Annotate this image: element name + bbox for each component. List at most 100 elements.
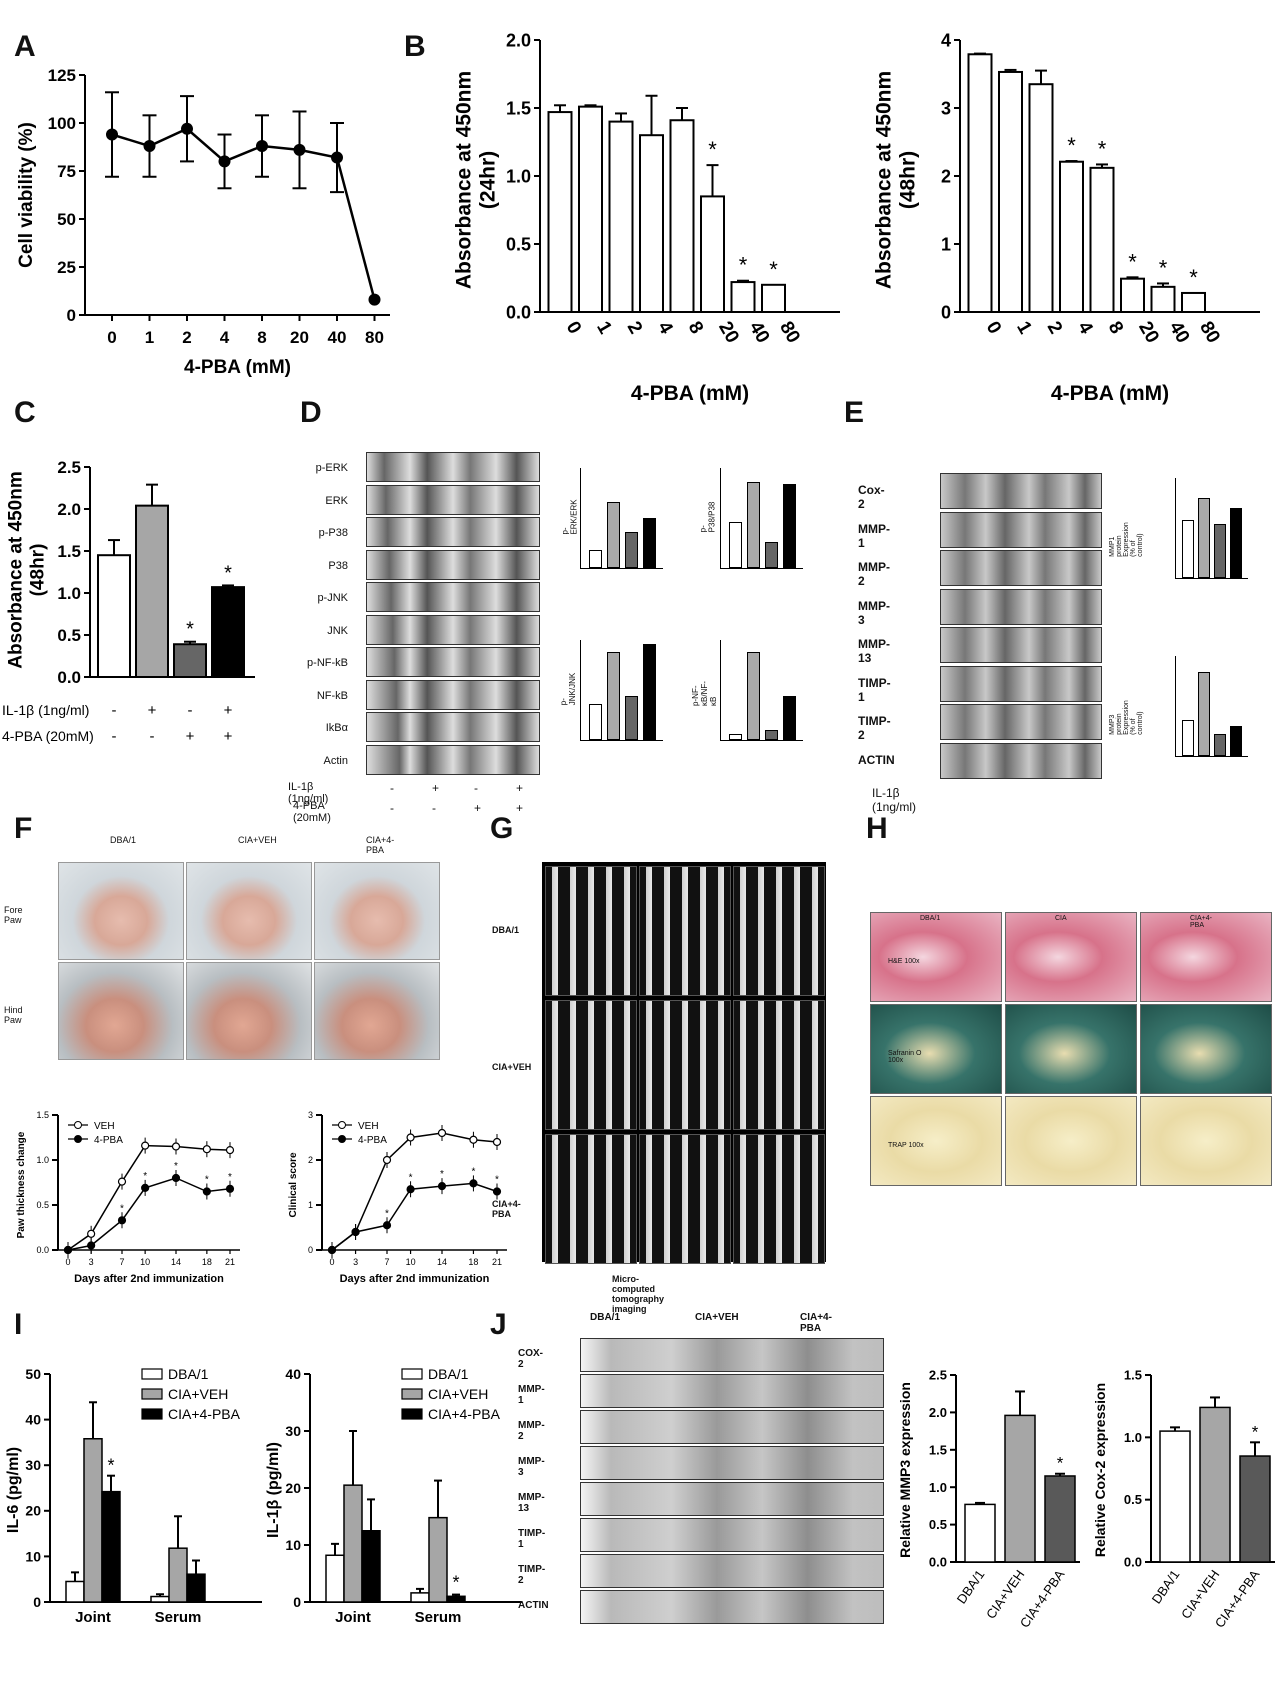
x-tick-label: 1	[1012, 318, 1036, 338]
blot-row-label: NF-kB	[316, 689, 348, 702]
bar	[765, 542, 778, 568]
y-tick-label: 2.5	[929, 1368, 947, 1383]
x-tick-label: 80	[1195, 318, 1224, 347]
legend-label: DBA/1	[428, 1366, 469, 1382]
x-tick-label: 4	[220, 328, 230, 347]
x-tick-label: Serum	[415, 1609, 462, 1626]
blot-row-label: IkBα	[325, 722, 348, 734]
bar	[446, 1595, 466, 1603]
blot-row-label: TIMP-2	[858, 714, 891, 742]
data-point	[351, 1227, 360, 1237]
bar	[643, 644, 656, 740]
chart-absorbance-treat: 0.0 0.5 1.0 1.5 2.0 2.5 * * IL-1β (1ng/ml) - + - +4-…	[2, 458, 255, 745]
micro-ct-image	[545, 1000, 637, 1130]
blot-lane-strip	[940, 742, 1102, 779]
bar	[1159, 1430, 1191, 1563]
treatment-label: IL-1β (1ng/ml)	[872, 786, 917, 814]
bar	[410, 1592, 430, 1603]
data-point	[225, 1145, 235, 1155]
mini-chart	[720, 640, 803, 741]
chart-mmp3-expression: 0.00.51.01.52.02.5DBA/1CIA+VEH*CIA+4-PBA…	[897, 1368, 1080, 1630]
y-tick-label: 1.5	[1124, 1368, 1142, 1383]
blot-row-label: Cox-2	[858, 483, 885, 511]
panel-letter-j: J	[490, 1308, 507, 1341]
bar	[65, 1580, 85, 1603]
significance-star: *	[1128, 249, 1137, 274]
x-tick-label: CIA+VEH	[983, 1567, 1027, 1621]
chart-cell-viability: 0 25 50 75 100 125 0 1 2 4 8 20 40 80 4-PBA (mM) Cell v…	[16, 66, 390, 378]
significance-star: *	[1159, 255, 1168, 280]
panel-letter-d: D	[300, 396, 322, 429]
x-tick-label: 0	[329, 1257, 334, 1267]
x-tick-label: 4	[1073, 318, 1097, 338]
bar	[83, 1438, 103, 1603]
x-tick-label: 20	[714, 318, 743, 347]
bar	[97, 554, 131, 678]
y-tick-label: 4	[941, 30, 951, 50]
paw-photo	[186, 862, 312, 960]
data-point	[256, 140, 268, 153]
y-tick-label: 0	[941, 302, 951, 322]
x-tick-label: 0	[65, 1257, 70, 1267]
data-point	[87, 1229, 96, 1238]
significance-star: *	[1057, 1454, 1064, 1473]
x-tick-label: Serum	[155, 1609, 202, 1626]
data-point	[469, 1179, 478, 1188]
mini-chart	[580, 468, 663, 569]
blot-lane-strip	[366, 517, 540, 547]
blot-lane-strip	[366, 614, 540, 645]
micro-ct-image	[545, 866, 637, 996]
x-tick-label: 14	[437, 1257, 447, 1267]
bar	[1198, 672, 1210, 756]
y-tick-label: 2.0	[57, 500, 81, 519]
ct-caption: Micro-computed tomography imaging	[612, 1274, 665, 1314]
y-tick-label: 125	[48, 66, 76, 85]
data-point	[63, 1245, 73, 1255]
histology-column-label: DBA/1	[920, 915, 941, 922]
bar	[1198, 498, 1210, 578]
bar	[211, 586, 245, 678]
bar	[1028, 83, 1054, 313]
data-point	[331, 151, 343, 164]
treatment-sign: -	[112, 728, 117, 745]
treatment-sign: -	[474, 781, 478, 795]
panel-letter-c: C	[14, 396, 36, 429]
bar	[608, 120, 634, 313]
y-tick-label: 75	[57, 162, 76, 181]
photo-row-label: Fore Paw	[4, 905, 23, 925]
y-tick-label: 1	[941, 234, 951, 254]
panel-letter-e: E	[844, 396, 865, 429]
blot-row-label: TIMP-1	[858, 675, 891, 704]
mini-chart-label: p-P38/P38	[698, 501, 717, 533]
histology-image	[1140, 912, 1272, 1002]
x-axis-label: Days after 2nd immunization	[74, 1273, 224, 1285]
significance-star: *	[440, 1169, 444, 1180]
blot-lane-strip	[366, 549, 540, 580]
legend-marker	[74, 1121, 82, 1129]
bar	[783, 696, 796, 740]
y-tick-label: 1.5	[506, 98, 531, 118]
x-tick-label: 18	[202, 1257, 212, 1267]
blot-lane-strip	[366, 647, 540, 677]
data-point	[143, 140, 156, 153]
blot-row-label: p-JNK	[317, 592, 348, 604]
blot-lane-strip	[940, 511, 1102, 548]
x-axis-label: 4-PBA (mM)	[631, 382, 749, 405]
x-tick-label: 0	[107, 328, 116, 347]
blot-lane-strip	[580, 1374, 884, 1408]
data-point	[141, 1183, 150, 1193]
bar	[589, 550, 602, 568]
significance-star: *	[1252, 1422, 1259, 1441]
y-tick-label: 0.5	[36, 1200, 49, 1210]
y-tick-label: 0.5	[929, 1517, 947, 1532]
chart-paw-thickness: 0.0 0.5 1.0 1.5 0 3 7 10 14 18 21 VEH * * * * * 4-PBA Days…	[16, 1110, 240, 1285]
y-tick-label: 0.5	[57, 626, 81, 645]
blot-lane-strip	[366, 452, 540, 482]
bar	[967, 53, 993, 313]
legend-label: 4-PBA	[94, 1135, 123, 1146]
legend-label: VEH	[94, 1121, 115, 1132]
blot-lane-strip	[580, 1338, 884, 1372]
data-point	[327, 1245, 337, 1255]
x-tick-label: 21	[225, 1257, 235, 1267]
histology-image	[870, 912, 1002, 1002]
